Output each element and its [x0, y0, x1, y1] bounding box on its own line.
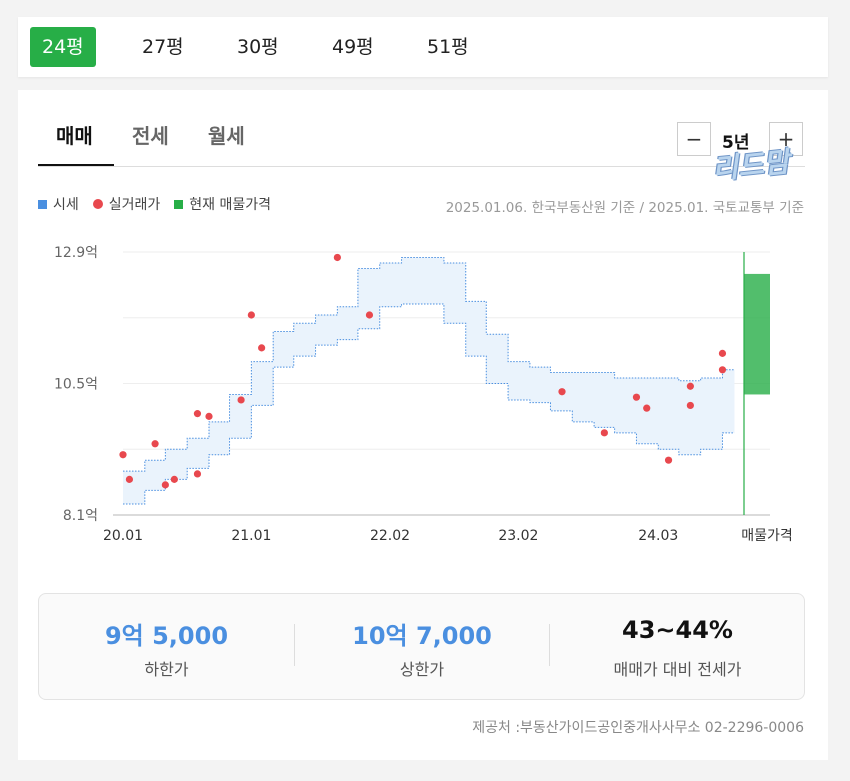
transaction-point [686, 382, 694, 390]
period-decrease-button[interactable]: − [677, 122, 711, 156]
market-price-upper-line [123, 256, 735, 472]
summary-lower-value: 9억 5,000 [104, 622, 229, 650]
tab-divider [38, 166, 805, 167]
size-tab-51[interactable]: 51평 [427, 36, 469, 58]
summary-lower-bound: 9억 5,000 하한가 [39, 594, 294, 701]
tab-jeonse[interactable]: 전세 [132, 124, 169, 148]
summary-ratio-label: 매매가 대비 전세가 [613, 660, 742, 679]
x-tick-label: 23.02 [498, 528, 538, 544]
price-summary: 9억 5,000 하한가 10억 7,000 상한가 43~44% 매매가 대비… [38, 593, 805, 700]
transaction-point [686, 401, 694, 410]
summary-upper-label: 상한가 [399, 660, 445, 679]
y-tick-label: 12.9억 [54, 245, 98, 261]
price-panel: 매매 전세 월세 − 5년 + 리드맘 시세 실거래가 현재 매물가격 2025… [18, 90, 828, 760]
listing-price-bar [744, 273, 770, 395]
tab-active-indicator [38, 164, 114, 166]
size-tab-30[interactable]: 30평 [237, 36, 279, 58]
transaction-point [643, 404, 651, 412]
provider-note: 제공처 :부동산가이드공인중개사사무소 02-2296-0006 [472, 720, 804, 736]
transaction-point [119, 451, 127, 459]
summary-lower-label: 하한가 [144, 660, 189, 679]
x-tick-label: 24.03 [638, 528, 678, 544]
size-tab-bar: 24평 27평 30평 49평 51평 [18, 17, 828, 77]
summary-upper-bound: 10억 7,000 상한가 [295, 594, 549, 701]
legend-item-actual: 실거래가 [92, 194, 161, 214]
size-tab-27[interactable]: 27평 [142, 36, 184, 58]
x-tick-label: 22.02 [370, 528, 410, 544]
legend-label-actual: 실거래가 [108, 197, 161, 213]
transaction-point [193, 410, 202, 418]
market-price-lower-line [123, 303, 735, 505]
transaction-point [237, 396, 245, 404]
summary-divider [294, 624, 295, 666]
legend-item-listing: 현재 매물가격 [174, 194, 271, 214]
y-tick-label: 10.5억 [54, 377, 98, 393]
x-tick-label: 20.01 [103, 528, 143, 544]
y-tick-label: 8.1억 [63, 508, 98, 524]
summary-divider [549, 624, 550, 666]
period-increase-button[interactable]: + [769, 122, 803, 156]
transaction-point [247, 311, 255, 319]
legend-swatch-listing [174, 199, 184, 209]
transaction-point [193, 470, 202, 478]
transaction-point [718, 366, 727, 374]
legend-swatch-market [38, 199, 47, 209]
chart-legend: 시세 실거래가 현재 매물가격 [38, 194, 271, 214]
transaction-point [258, 344, 266, 352]
transaction-point [632, 393, 641, 401]
transaction-point [125, 475, 134, 483]
market-price-band [123, 257, 735, 505]
summary-jeonse-ratio: 43~44% 매매가 대비 전세가 [550, 594, 805, 701]
size-tab-49[interactable]: 49평 [332, 36, 374, 58]
transaction-point [365, 311, 374, 319]
x-tick-label: 매물가격 [741, 528, 793, 544]
transaction-point [151, 440, 159, 448]
period-value: 5년 [722, 133, 750, 153]
x-tick-label: 21.01 [231, 528, 271, 544]
legend-label-market: 시세 [53, 197, 79, 213]
watermark-logo: 리드맘 [710, 145, 791, 186]
transaction-point [205, 412, 213, 420]
legend-label-listing: 현재 매물가격 [189, 197, 272, 213]
transaction-point [333, 253, 341, 262]
transaction-point [718, 349, 727, 357]
transaction-point [161, 481, 169, 489]
size-tab-24[interactable]: 24평 [30, 27, 96, 67]
transaction-point [170, 475, 178, 483]
transaction-point [664, 456, 673, 464]
source-note: 2025.01.06. 한국부동산원 기준 / 2025.01. 국토교통부 기… [445, 200, 804, 216]
transaction-point [558, 388, 566, 396]
legend-swatch-actual [92, 199, 103, 209]
summary-upper-value: 10억 7,000 [352, 622, 492, 650]
legend-item-market: 시세 [38, 194, 79, 214]
summary-ratio-value: 43~44% [622, 616, 733, 644]
transaction-point [600, 429, 608, 437]
tab-monthly-rent[interactable]: 월세 [208, 124, 245, 148]
price-chart: 12.9억 10.5억 8.1억 20.01 21.01 22.02 23.02 24.03 매… [54, 245, 793, 544]
tab-sale[interactable]: 매매 [56, 124, 93, 148]
